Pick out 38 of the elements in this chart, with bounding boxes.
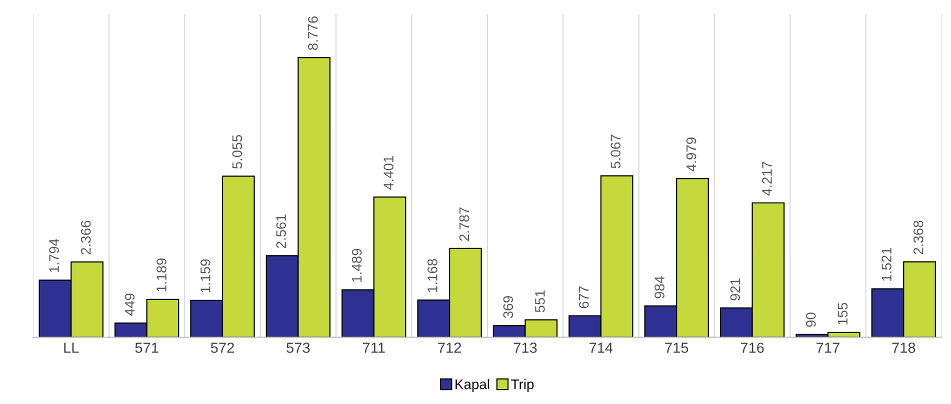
x-tick-label: 716 bbox=[740, 342, 764, 353]
data-label: 921 bbox=[730, 278, 740, 300]
data-label: 551 bbox=[535, 290, 545, 312]
x-tick-label: 717 bbox=[816, 342, 840, 353]
data-label: 2.368 bbox=[913, 220, 924, 254]
data-label: 5.055 bbox=[232, 135, 242, 169]
x-tick-label: 572 bbox=[210, 342, 234, 353]
data-label: 4.401 bbox=[384, 156, 394, 190]
data-label: 5.067 bbox=[610, 134, 621, 168]
x-tick-label: 718 bbox=[892, 342, 916, 353]
x-tick-label: 573 bbox=[286, 342, 310, 353]
data-label: 90 bbox=[806, 312, 816, 327]
data-label: 1.168 bbox=[428, 259, 438, 292]
data-label: 4.979 bbox=[686, 138, 696, 172]
legend-label: Kapal bbox=[456, 379, 490, 392]
x-tick-label: 712 bbox=[438, 342, 461, 353]
x-tick-label: 571 bbox=[135, 342, 158, 353]
data-label: 984 bbox=[654, 276, 664, 298]
data-label: 4.217 bbox=[762, 162, 772, 196]
x-tick-label: 715 bbox=[665, 342, 688, 353]
x-tick-label: LL bbox=[64, 342, 79, 353]
data-label: 449 bbox=[124, 294, 135, 316]
data-label: 369 bbox=[503, 296, 514, 318]
legend-label: Trip bbox=[511, 379, 534, 392]
data-label: 1.794 bbox=[49, 238, 59, 272]
data-label: 1.189 bbox=[156, 258, 166, 292]
x-tick-label: 711 bbox=[362, 342, 385, 353]
data-label: 155 bbox=[838, 302, 848, 324]
data-label: 2.366 bbox=[80, 220, 91, 254]
x-tick-label: 713 bbox=[514, 342, 537, 353]
data-label: 677 bbox=[578, 286, 589, 308]
data-label: 2.561 bbox=[276, 214, 286, 248]
x-tick-label: 714 bbox=[589, 342, 613, 353]
data-label: 1.159 bbox=[200, 259, 210, 292]
data-label: 1.489 bbox=[352, 248, 362, 282]
data-label: 8.776 bbox=[308, 16, 318, 50]
data-label: 1.521 bbox=[882, 248, 892, 281]
data-label: 2.787 bbox=[459, 207, 470, 241]
